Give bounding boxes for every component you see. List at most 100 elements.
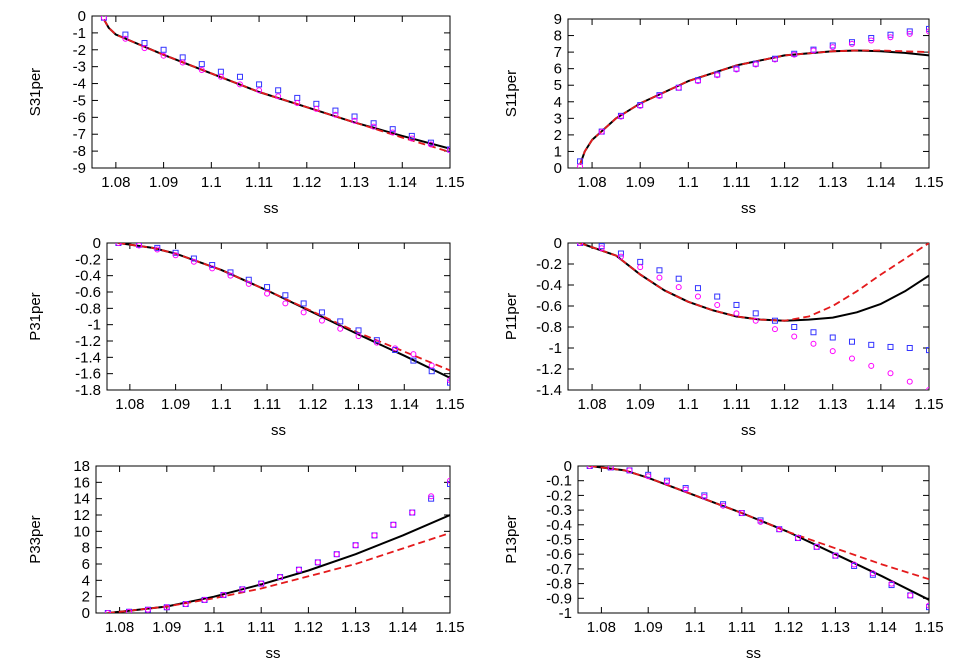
data-point-square (694, 285, 701, 292)
x-tick-label: 1.12 (294, 619, 323, 636)
data-point-circle (851, 561, 858, 568)
data-point-circle (275, 93, 282, 100)
data-point-circle (868, 362, 875, 369)
x-tick-label: 1.12 (770, 396, 799, 413)
y-tick-label: 0 (554, 235, 562, 252)
data-point-circle (390, 521, 397, 528)
x-tick-label: 1.1 (201, 174, 222, 191)
series-line (579, 243, 929, 322)
series-line-solid (118, 243, 450, 379)
data-point-circle (220, 592, 227, 599)
x-tick-label: 1.13 (818, 396, 847, 413)
data-point-square (637, 258, 644, 265)
data-point-circle (236, 81, 243, 88)
y-tick-label: -0.2 (75, 251, 101, 268)
data-point-square (428, 495, 435, 502)
data-point-circle (848, 40, 855, 47)
data-point-circle (227, 272, 234, 279)
data-point-circle (771, 56, 778, 63)
data-point-square (868, 341, 875, 348)
data-point-circle (333, 551, 340, 558)
x-tick-label: 1.09 (634, 619, 663, 636)
data-point-circle (351, 117, 358, 124)
data-point-square (217, 68, 224, 75)
y-axis-title: S31per (27, 68, 44, 116)
data-point-square (179, 54, 186, 61)
series-line-dashed (107, 532, 450, 613)
y-tick-label: -1.2 (75, 333, 101, 350)
data-point-circle (239, 586, 246, 593)
data-point-circle (906, 378, 913, 385)
y-tick-label: -1 (549, 340, 562, 357)
data-point-circle (355, 333, 362, 340)
data-point-square (318, 309, 325, 316)
y-tick-label: -1 (559, 605, 572, 622)
x-tick-label: 1.14 (388, 174, 417, 191)
x-axis-title: ss (746, 645, 761, 662)
y-tick-label: -0.2 (546, 487, 572, 504)
x-tick-label: 1.1 (678, 174, 699, 191)
data-point-circle (277, 574, 284, 581)
series-marker-square (577, 243, 929, 354)
x-tick-label: 1.15 (914, 174, 943, 191)
data-point-square (733, 301, 740, 308)
y-axis-title: P13per (503, 515, 520, 563)
x-tick-label: 1.11 (245, 174, 273, 191)
y-tick-label: -8 (73, 143, 86, 160)
series-marker-circle (586, 466, 929, 609)
series-line-solid (107, 514, 450, 613)
data-point-circle (656, 274, 663, 281)
y-tick-label: 0 (78, 8, 86, 25)
x-axis-title: ss (741, 422, 756, 439)
data-point-square (829, 334, 836, 341)
data-point-square (227, 269, 234, 276)
y-tick-label: -1 (88, 317, 101, 334)
chart-panel-P11per: 1.08 1.09 1.1 1.11 1.12 1.13 1.14 1.15 0 -0.2 -0.4… (503, 235, 944, 439)
data-point-circle (182, 601, 189, 608)
y-tick-label: -1.4 (536, 382, 562, 399)
data-point-circle (675, 284, 682, 291)
data-point-square (332, 107, 339, 114)
data-point-square (355, 327, 362, 334)
data-point-circle (637, 102, 644, 109)
series-marker-circle (577, 28, 929, 168)
x-tick-label: 1.09 (626, 174, 655, 191)
data-point-square (122, 31, 129, 38)
data-point-circle (172, 252, 179, 259)
data-point-circle (869, 570, 876, 577)
data-point-circle (428, 362, 435, 369)
data-point-circle (829, 348, 836, 355)
series-line-dashed (579, 49, 929, 166)
data-point-circle (586, 466, 593, 469)
y-tick-label: -0.4 (536, 277, 562, 294)
chart-panel-P13per: 1.08 1.09 1.1 1.11 1.12 1.13 1.14 1.15 0-0.1-0.2… (503, 458, 944, 662)
data-point-circle (720, 502, 727, 509)
data-point-circle (832, 552, 839, 559)
y-tick-label: -0.5 (546, 532, 572, 549)
data-point-square (236, 73, 243, 80)
x-axis-title: ss (741, 200, 756, 217)
series-line (107, 532, 450, 613)
series-marker-circle (115, 243, 450, 384)
plot-frame (567, 242, 930, 391)
series-line (118, 243, 450, 379)
data-point-square (447, 480, 450, 487)
data-point-circle (577, 163, 584, 168)
data-point-circle (848, 355, 855, 362)
data-point-square (198, 61, 205, 68)
x-axis-title: ss (264, 200, 279, 217)
y-tick-label: -1.6 (75, 366, 101, 383)
x-tick-label: 1.08 (577, 396, 606, 413)
data-point-square (428, 368, 435, 375)
y-tick-label: -1.8 (75, 382, 101, 399)
x-tick-label: 1.12 (770, 174, 799, 191)
data-point-square (447, 379, 450, 386)
data-point-square (300, 300, 307, 307)
y-tick-label: 5 (554, 77, 562, 94)
data-point-circle (201, 596, 208, 603)
data-point-square (906, 345, 913, 351)
data-point-square (926, 347, 929, 354)
data-point-circle (906, 30, 913, 37)
data-point-square (141, 40, 148, 47)
y-tick-label: -0.9 (546, 590, 572, 607)
